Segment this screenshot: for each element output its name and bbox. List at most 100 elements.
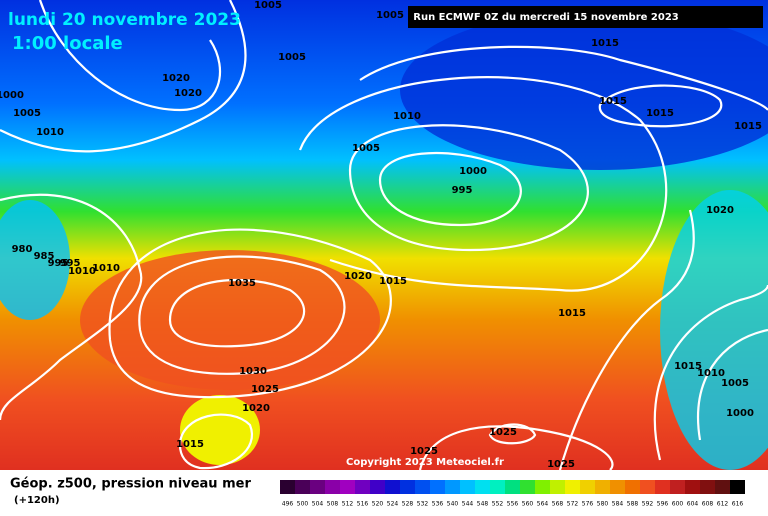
isobar-label: 1010 [36,127,64,138]
run-box [408,6,763,28]
isobar-label: 985 [34,251,55,262]
scale-swatch [280,480,295,494]
scale-label: 592 [642,501,654,508]
scale-swatch [415,480,430,494]
copyright: Copyright 2023 Meteociel.fr [346,457,504,468]
field-blob [80,250,380,390]
isobar-label: 1015 [599,96,627,107]
field-blob [660,190,768,470]
isobar-label: 995 [452,185,473,196]
scale-label: 580 [597,501,609,508]
scale-label: 568 [552,501,564,508]
scale-swatch [385,480,400,494]
scale-swatch [310,480,325,494]
isobar-label: 995 [60,258,81,269]
isobar-label: 1035 [228,278,256,289]
scale-swatch [550,480,565,494]
scale-swatch [595,480,610,494]
isobar-label: 1000 [0,90,24,101]
scale-swatch [325,480,340,494]
isobar-label: 1015 [674,361,702,372]
scale-label: 508 [327,501,339,508]
scale-label: 604 [687,501,699,508]
scale-label: 504 [312,501,324,508]
isobar-labels: 1005100510151005102010201000100510101015… [0,0,762,470]
scale-label: 612 [717,501,729,508]
isobar-label: 1015 [176,439,204,450]
isobar-label: 1015 [379,276,407,287]
scale-swatch [355,480,370,494]
scale-swatch [460,480,475,494]
isobar-label: 1030 [239,366,267,377]
isobar-label: 1005 [13,108,41,119]
isobar-label: 1010 [92,263,120,274]
isobar-label: 1015 [646,108,674,119]
isobar-label: 1025 [410,446,438,457]
scale-swatch [490,480,505,494]
scale-label: 544 [462,501,474,508]
scale-label: 600 [672,501,684,508]
isobar-label: 1005 [352,143,380,154]
isobar-label: 1005 [721,378,749,389]
scale-swatch [670,480,685,494]
isobar-label: 1025 [547,459,575,470]
scale-label: 576 [582,501,594,508]
scale-swatch [715,480,730,494]
scale-swatch [445,480,460,494]
scale-swatch [295,480,310,494]
scale-swatch [340,480,355,494]
color-scale: 496 500 504 508 512 516 520 524 528 532 536 540 544 5… [280,480,745,508]
scale-label: 528 [402,501,414,508]
scale-label: 564 [537,501,549,508]
scale-swatch [610,480,625,494]
map-time: 1:00 locale [12,33,123,54]
scale-label: 552 [492,501,504,508]
scale-label: 596 [657,501,669,508]
isobar-label: 1015 [558,308,586,319]
scale-swatch [370,480,385,494]
isobar-label: 1005 [254,0,282,11]
scale-label: 560 [522,501,534,508]
isobar-label: 1020 [174,88,202,99]
scale-label: 556 [507,501,519,508]
scale-swatch [535,480,550,494]
isobar-label: 1000 [726,408,754,419]
isobar-label: 1020 [706,205,734,216]
isobar-label: 1025 [251,384,279,395]
isobar-label: 1015 [734,121,762,132]
scale-label: 512 [342,501,354,508]
field-blob [0,200,70,320]
field-blob [180,395,260,465]
scale-swatch [580,480,595,494]
scale-label: 500 [297,501,309,508]
scale-label: 548 [477,501,489,508]
scale-swatch [475,480,490,494]
isobar-label: 1025 [489,427,517,438]
scale-swatch [430,480,445,494]
scale-label: 540 [447,501,459,508]
scale-swatch [625,480,640,494]
scale-label: 572 [567,501,579,508]
scale-label: 532 [417,501,429,508]
isobar-label: 995 [48,258,69,269]
scale-label: 516 [357,501,369,508]
isobar-label: 1000 [459,166,487,177]
isobar-label: 1005 [278,52,306,63]
scale-label: 584 [612,501,624,508]
scale-label: 536 [432,501,444,508]
scale-swatch [505,480,520,494]
scale-label: 588 [627,501,639,508]
isobar-label: 980 [12,244,33,255]
scale-swatch [700,480,715,494]
scale-label: 496 [282,501,294,508]
legend-subtitle: (+120h) [14,495,60,506]
isobar-label: 1010 [697,368,725,379]
run-info: Run ECMWF 0Z du mercredi 15 novembre 202… [413,12,679,23]
scale-swatch [400,480,415,494]
isobar-label: 1020 [344,271,372,282]
scale-label: 520 [372,501,384,508]
scale-swatch [655,480,670,494]
scale-swatch [520,480,535,494]
legend-title: Géop. z500, pression niveau mer [10,477,251,492]
